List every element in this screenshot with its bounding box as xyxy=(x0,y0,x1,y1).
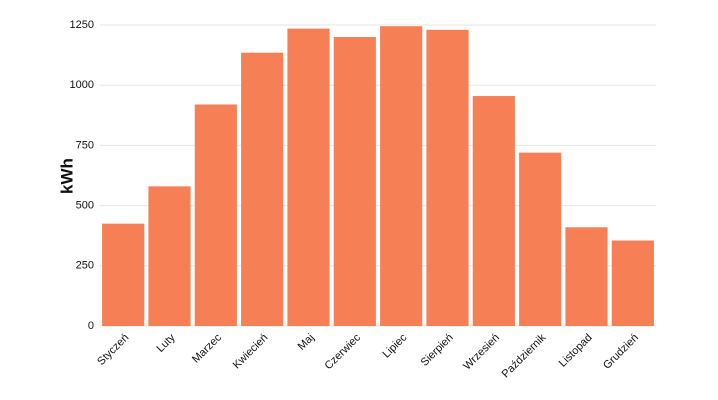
bar xyxy=(194,104,237,327)
x-tick-label: Styczeń xyxy=(95,332,131,368)
bar xyxy=(611,240,654,326)
y-tick-label: 1250 xyxy=(70,19,94,31)
bar xyxy=(380,26,423,326)
bar xyxy=(426,29,469,326)
bar xyxy=(472,96,515,326)
x-tick-label: Lipiec xyxy=(381,331,410,360)
y-tick-label: 250 xyxy=(76,260,94,272)
x-tick-label: Czerwiec xyxy=(323,331,364,372)
bar xyxy=(148,186,191,326)
y-tick-label: 1000 xyxy=(70,79,94,91)
bar xyxy=(287,28,330,326)
y-tick-label: 0 xyxy=(88,320,94,332)
bar xyxy=(333,37,376,326)
x-tick-label: Luty xyxy=(154,331,178,355)
bar xyxy=(241,52,284,326)
x-tick-label: Maj xyxy=(296,332,317,353)
y-tick-label: 750 xyxy=(76,139,94,151)
x-tick-label: Grudzień xyxy=(601,332,641,372)
x-tick-label: Kwiecień xyxy=(231,332,271,372)
y-tick-label: 500 xyxy=(76,200,94,212)
bar xyxy=(519,152,562,326)
x-tick-label: Listopad xyxy=(557,332,595,370)
x-tick-label: Wrzesień xyxy=(461,332,502,373)
x-tick-label: Marzec xyxy=(190,331,224,365)
y-axis-label: kWh xyxy=(57,158,76,194)
x-tick-label: Sierpień xyxy=(419,332,456,369)
bar xyxy=(565,227,608,326)
bar xyxy=(102,223,145,326)
x-tick-label: Październik xyxy=(500,331,549,380)
